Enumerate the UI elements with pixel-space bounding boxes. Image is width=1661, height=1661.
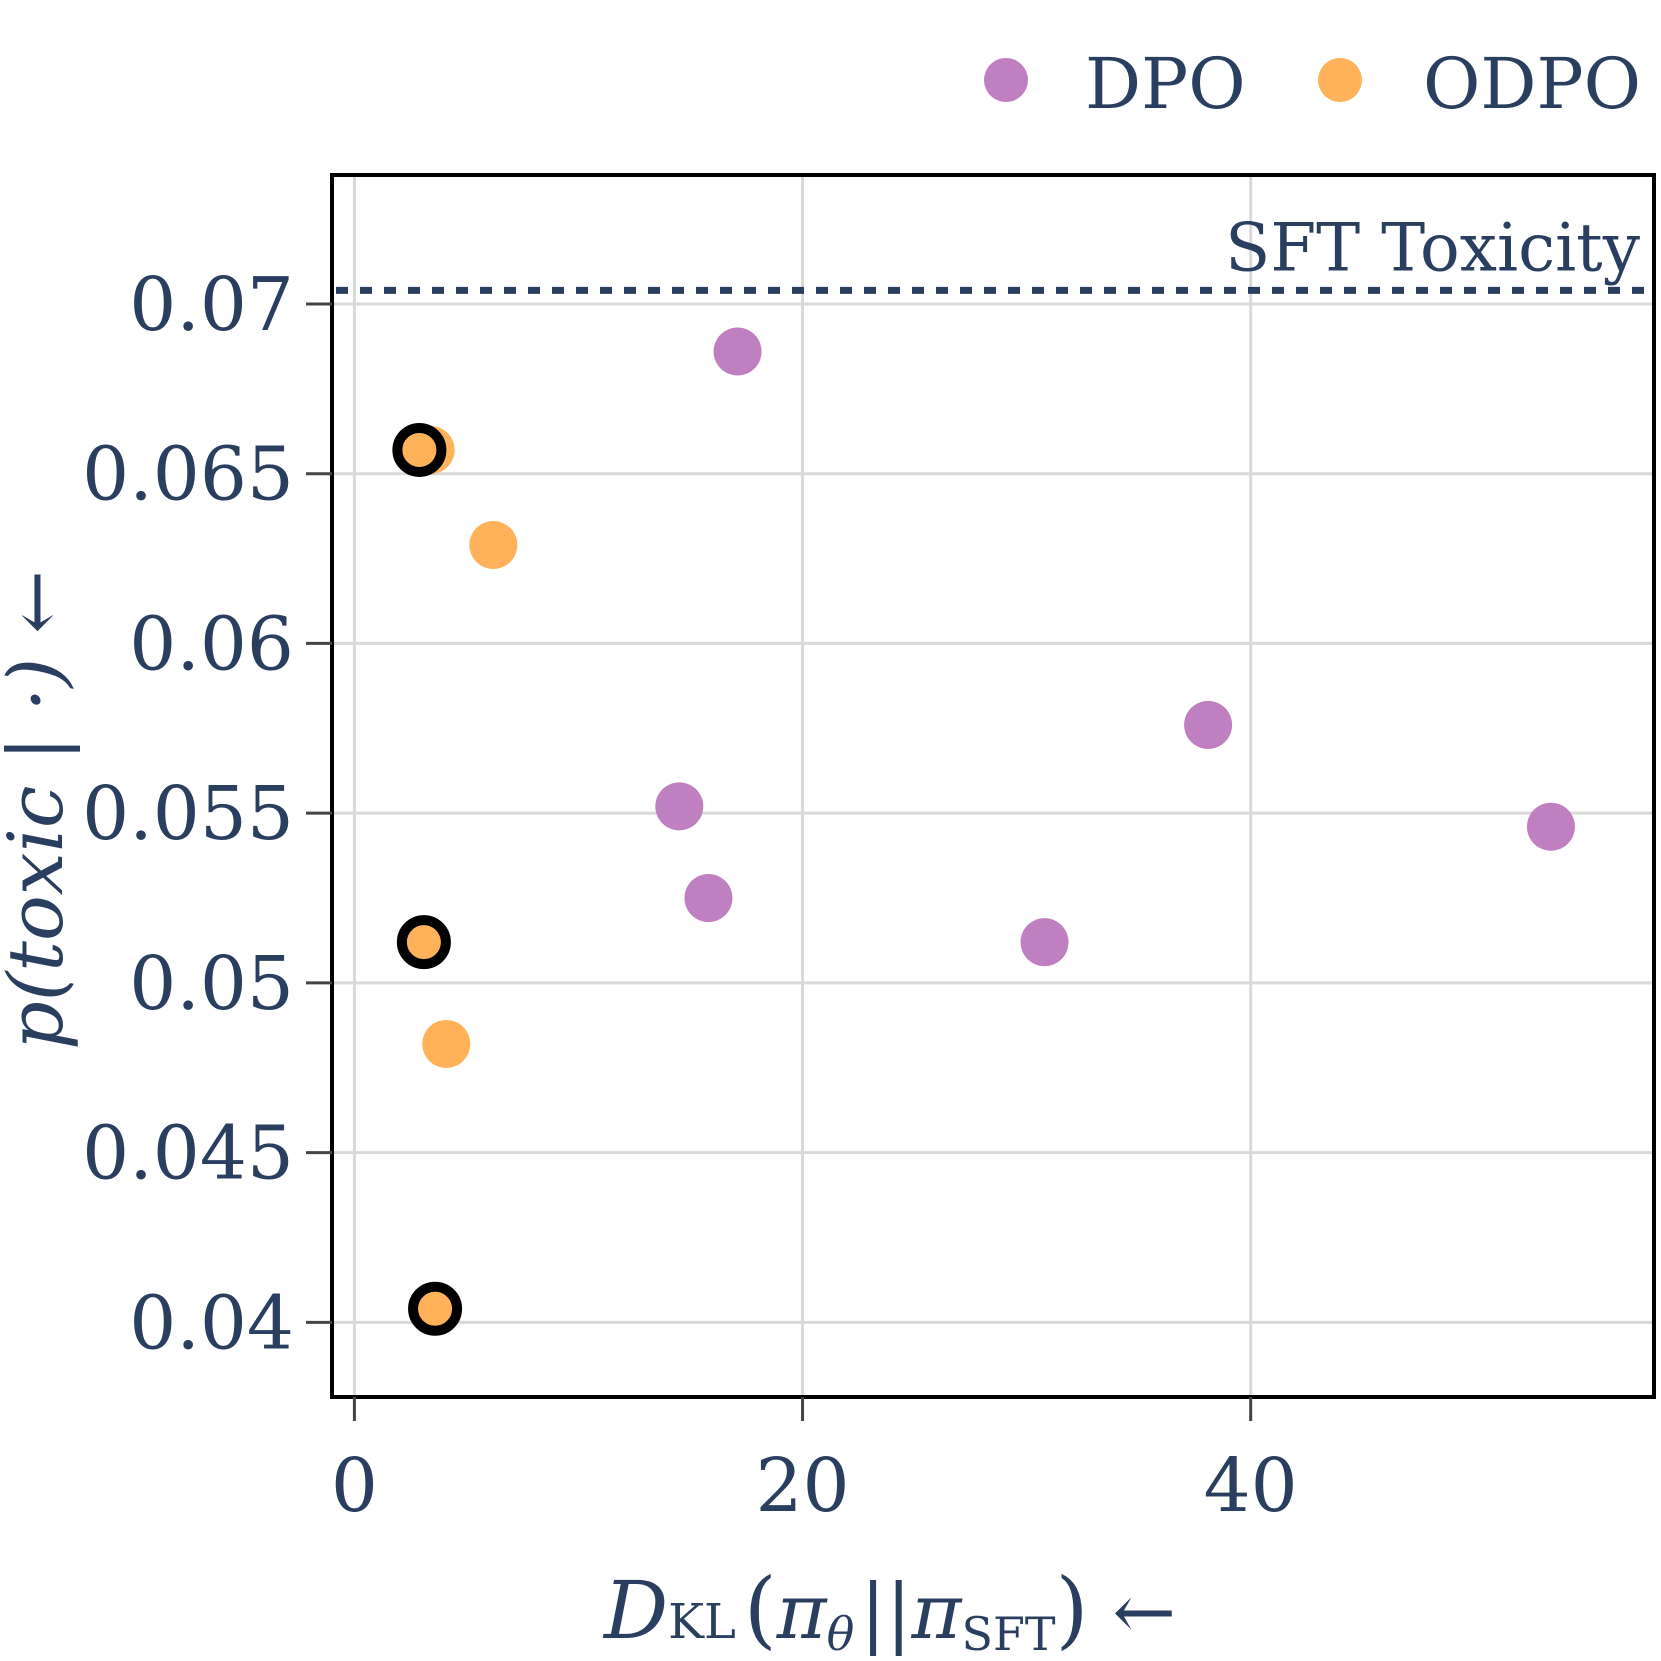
legend-marker-dpo	[984, 58, 1028, 102]
x-axis-title: DKL(πθ||πSFT) ←	[602, 1560, 1176, 1661]
odpo-point-2	[469, 520, 518, 569]
dpo-point-1	[655, 782, 704, 831]
y-tick-label-3: 0.055	[82, 771, 294, 857]
odpo-point-4	[422, 1019, 471, 1068]
dpo-point-4	[1184, 700, 1233, 749]
y-axis-title: p(toxic | ·)←	[0, 570, 80, 1050]
data-points	[392, 327, 1575, 1336]
odpo-point-5	[408, 1281, 463, 1336]
x-tick-label-1: 20	[755, 1443, 849, 1529]
legend-marker-odpo	[1318, 58, 1362, 102]
legend-label-dpo: DPO	[1085, 43, 1246, 125]
x-tick-label-2: 40	[1204, 1443, 1298, 1529]
sft-toxicity-label: SFT Toxicity	[1225, 209, 1641, 286]
odpo-point-1	[392, 422, 447, 477]
y-axis: 0.04 0.045 0.05 0.055 0.06 0.065 0.07	[82, 262, 332, 1366]
y-tick-label-4: 0.06	[129, 601, 294, 687]
reference-line-group: SFT Toxicity	[336, 209, 1652, 294]
dpo-point-2	[684, 874, 733, 923]
dpo-point-0	[713, 327, 762, 376]
dpo-point-3	[1020, 918, 1069, 967]
grid	[332, 175, 1654, 1397]
y-tick-label-0: 0.04	[129, 1280, 294, 1366]
y-tick-label-1: 0.045	[82, 1111, 294, 1197]
y-tick-label-2: 0.05	[129, 941, 294, 1027]
x-axis: 0 20 40	[331, 1397, 1298, 1529]
x-tick-label-0: 0	[331, 1443, 378, 1529]
y-tick-label-5: 0.065	[82, 432, 294, 518]
legend: DPO ODPO	[984, 43, 1641, 125]
plot-frame	[330, 173, 1656, 1399]
dpo-point-5	[1526, 802, 1575, 851]
legend-label-odpo: ODPO	[1423, 43, 1641, 125]
odpo-point-3	[396, 915, 451, 970]
y-tick-label-6: 0.07	[129, 262, 294, 348]
